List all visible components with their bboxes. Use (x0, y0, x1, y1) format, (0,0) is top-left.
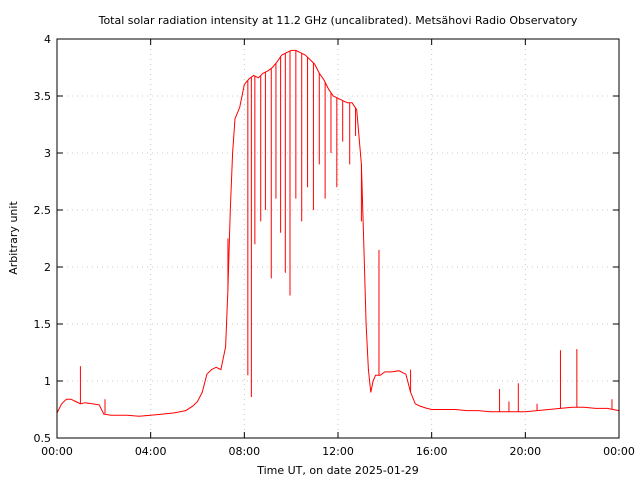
x-tick-label: 08:00 (228, 445, 260, 458)
y-tick-label: 2.5 (34, 204, 52, 217)
y-tick-label: 1 (44, 375, 51, 388)
x-axis-label: Time UT, on date 2025-01-29 (256, 464, 419, 477)
grid (57, 39, 619, 438)
y-tick-label: 0.5 (34, 432, 52, 445)
y-axis-label: Arbitrary unit (7, 201, 20, 275)
y-tick-label: 4 (44, 33, 51, 46)
x-tick-label: 00:00 (603, 445, 635, 458)
chart-title: Total solar radiation intensity at 11.2 … (98, 14, 578, 27)
x-tick-label: 00:00 (41, 445, 73, 458)
x-tick-label: 04:00 (135, 445, 167, 458)
y-tick-label: 3.5 (34, 90, 52, 103)
y-tick-label: 2 (44, 261, 51, 274)
ticks: 00:00 04:00 08:00 12:00 16:00 20:00 00:000.511… (34, 33, 635, 458)
x-tick-label: 12:00 (322, 445, 354, 458)
x-tick-label: 16:00 (416, 445, 448, 458)
series-layer (56, 49, 620, 417)
y-tick-label: 3 (44, 147, 51, 160)
y-tick-label: 1.5 (34, 318, 52, 331)
x-tick-label: 20:00 (509, 445, 541, 458)
series-line (56, 49, 620, 417)
